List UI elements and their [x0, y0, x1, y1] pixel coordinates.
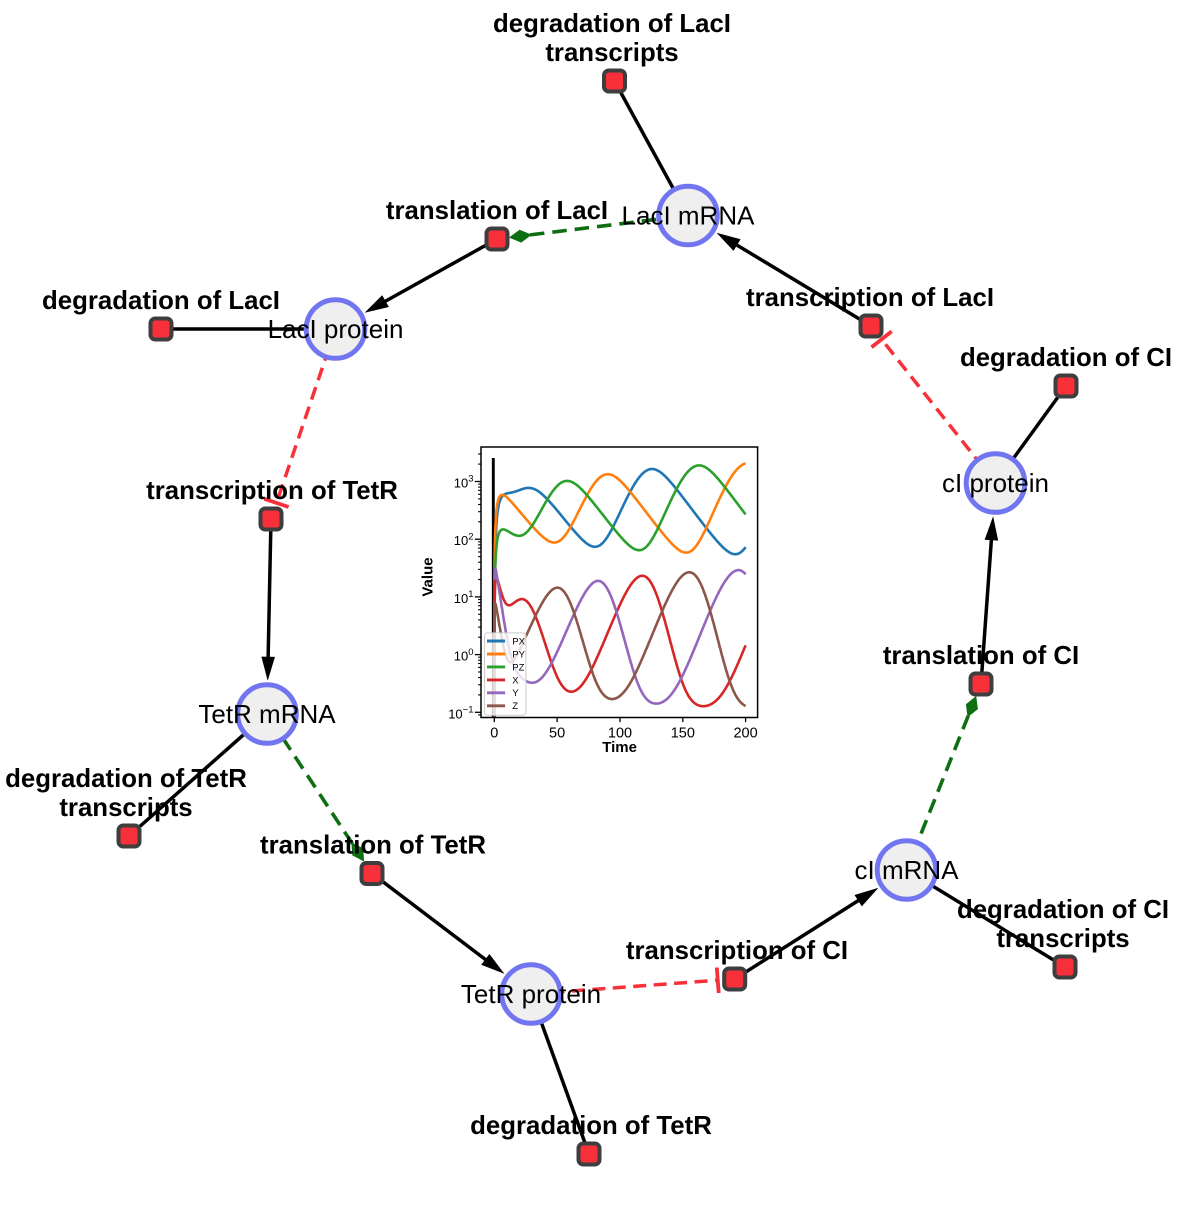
svg-text:degradation of CI: degradation of CI	[957, 896, 1169, 924]
svg-text:200: 200	[733, 726, 757, 742]
svg-text:150: 150	[671, 726, 695, 742]
svg-text:100: 100	[608, 726, 632, 742]
svg-text:degradation of TetR: degradation of TetR	[470, 1112, 712, 1140]
svg-text:transcription of LacI: transcription of LacI	[746, 284, 994, 312]
svg-text:LacI protein: LacI protein	[268, 314, 404, 344]
svg-text:translation of TetR: translation of TetR	[260, 832, 486, 860]
svg-text:cI protein: cI protein	[942, 468, 1049, 498]
svg-text:degradation of TetR: degradation of TetR	[5, 765, 247, 793]
svg-text:translation of LacI: translation of LacI	[386, 197, 608, 225]
svg-text:Z: Z	[512, 701, 518, 712]
svg-text:PZ: PZ	[512, 662, 524, 673]
svg-text:50: 50	[549, 726, 565, 742]
svg-text:transcripts: transcripts	[59, 794, 192, 822]
svg-text:degradation of LacI: degradation of LacI	[493, 10, 731, 38]
svg-text:transcription of TetR: transcription of TetR	[146, 477, 398, 505]
svg-text:LacI mRNA: LacI mRNA	[622, 201, 756, 231]
svg-text:translation of CI: translation of CI	[883, 642, 1079, 670]
svg-text:Time: Time	[602, 739, 637, 756]
svg-text:transcripts: transcripts	[545, 39, 678, 67]
svg-text:PY: PY	[512, 649, 525, 660]
svg-text:0: 0	[490, 726, 498, 742]
svg-text:degradation of CI: degradation of CI	[960, 344, 1172, 372]
svg-text:X: X	[512, 675, 519, 686]
svg-text:Value: Value	[420, 557, 437, 596]
svg-text:Y: Y	[512, 688, 519, 699]
svg-text:PX: PX	[512, 636, 525, 647]
svg-text:TetR mRNA: TetR mRNA	[198, 699, 336, 729]
svg-text:degradation of LacI: degradation of LacI	[42, 287, 280, 315]
svg-text:TetR protein: TetR protein	[461, 979, 601, 1009]
svg-text:transcripts: transcripts	[996, 925, 1129, 953]
svg-text:transcription of CI: transcription of CI	[626, 937, 848, 965]
svg-text:cI mRNA: cI mRNA	[855, 855, 960, 885]
